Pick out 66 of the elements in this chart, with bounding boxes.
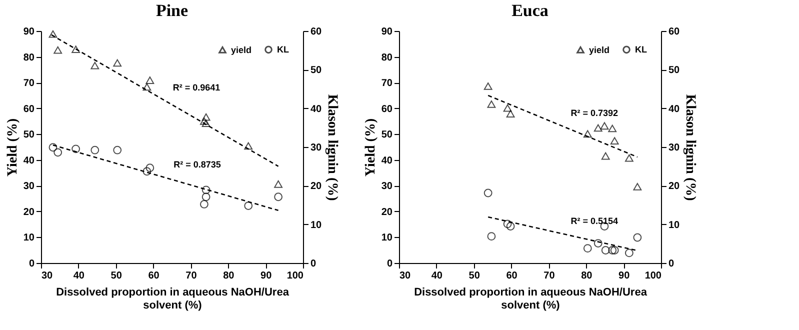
y-tick-label: 80 [381,52,393,64]
y2-tick-label: 20 [310,181,322,192]
annotation: R² = 0.5154 [570,216,618,226]
y2-tick-label: 10 [668,220,680,231]
y2-tick-label: 50 [310,65,322,76]
y-tick-label: 10 [23,232,35,244]
x-tick-label: 30 [42,270,54,282]
y-tick-label: 50 [23,130,35,141]
annotation: R² = 0.8735 [174,160,221,170]
x-tick-label: 90 [618,270,630,282]
y-tick-label: 20 [23,206,35,218]
x-tick-label: 60 [506,270,518,282]
y-tick-label: 60 [23,104,35,115]
y2-axis-title: Klason lignin (%) [324,94,340,202]
y-tick-label: 50 [381,130,393,141]
y2-tick-label: 40 [310,104,322,115]
x-tick-label: 90 [260,270,272,282]
y2-tick-label: 30 [668,142,680,154]
y-tick-label: 30 [23,181,35,192]
y-axis-title: Yield (%) [363,118,378,177]
y-tick-label: 0 [28,258,35,270]
annotation: R² = 0.9641 [172,82,220,93]
legend-label: yield [589,44,610,55]
y2-tick-label: 40 [668,104,680,115]
y-tick-label: 90 [381,26,393,38]
y-tick-label: 90 [23,26,35,38]
chart-title: Pine [156,1,189,20]
y-tick-label: 10 [381,232,393,244]
x-tick-label: 50 [468,270,480,282]
x-tick-label: 40 [431,270,443,282]
x-tick-label: 30 [400,270,412,282]
x-tick-label: 80 [581,270,593,282]
y-tick-label: 0 [386,258,393,270]
y-tick-label: 20 [381,206,393,218]
y-tick-label: 60 [381,104,393,115]
legend-label: KL [277,44,290,55]
x-tick-label: 60 [148,270,160,282]
y2-tick-label: 30 [310,142,322,154]
y-tick-label: 70 [23,78,35,90]
x-tick-label: 50 [110,270,122,282]
y2-tick-label: 60 [310,26,322,38]
y2-tick-label: 20 [668,181,680,192]
x-tick-label: 80 [223,270,235,282]
x-tick-label: 40 [73,270,85,282]
y-tick-label: 70 [381,78,393,90]
y2-tick-label: 0 [668,258,674,270]
chart-title: Euca [512,1,549,20]
annotation: R² = 0.7392 [570,108,618,118]
y-tick-label: 80 [23,52,35,64]
y2-axis-title: Klason lignin (%) [682,94,698,202]
y-axis-title: Yield (%) [5,118,20,177]
x-tick-label: 70 [186,270,198,282]
y2-tick-label: 0 [310,258,316,270]
y2-tick-label: 50 [668,65,680,76]
y-tick-label: 40 [381,155,393,166]
y-tick-label: 40 [23,155,35,166]
y-tick-label: 30 [381,181,393,192]
x-tick-label: 100 [286,270,304,282]
y2-tick-label: 10 [310,220,322,231]
x-tick-label: 70 [544,270,556,282]
legend-label: yield [231,44,252,55]
x-axis-title: Dissolved proportion in aqueous NaOH/Urea solvent (%) [414,286,648,312]
legend-label: KL [635,44,648,55]
x-tick-label: 100 [644,270,662,282]
y2-tick-label: 60 [668,26,680,38]
x-axis-title: Dissolved proportion in aqueous NaOH/Urea solvent (%) [56,286,290,312]
